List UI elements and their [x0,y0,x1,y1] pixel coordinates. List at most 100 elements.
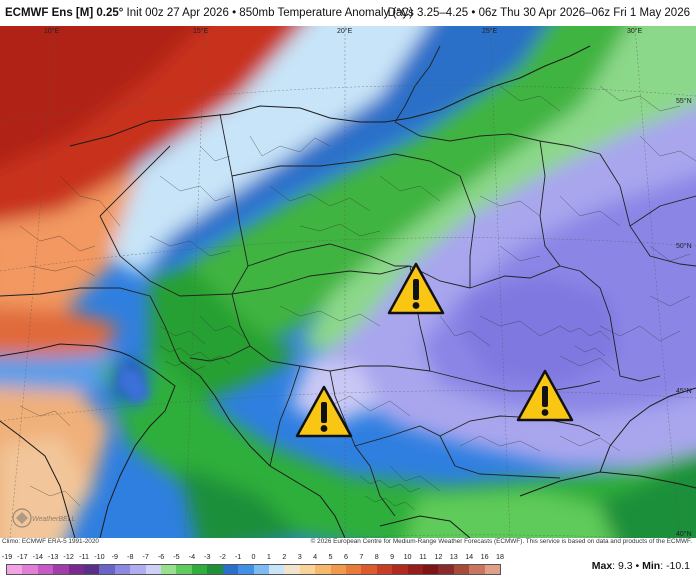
legend-color-cell [392,565,408,574]
legend-color-cell [53,565,69,574]
legend-color-cell [145,565,162,574]
lat-label: 40°N [676,530,692,538]
temperature-field [0,26,696,538]
admin-borders [19,85,696,507]
legend-tick-label: -6 [157,552,165,561]
legend-tick-label: 11 [419,552,427,561]
legend-tick-label: 7 [359,552,364,561]
legend-tick-label: 13 [449,552,458,561]
legend-tick-label: 12 [434,552,443,561]
max-value: 9.3 [618,560,633,572]
max-min-readout: Max: 9.3 • Min: -10.1 [592,560,690,572]
legend-tick-label: 6 [343,552,348,561]
legend-ticks: -19 -17 -14 -13 -12 -11 -10 -9 -8 -7 -6 -5 -4 -3 -2 -1 0… [0,552,520,562]
warning-triangle-icon [295,385,353,438]
max-colon: : [612,560,619,572]
warning-triangle-icon [387,262,445,315]
legend-tick-label: -5 [173,552,180,561]
legend-tick-label: -2 [219,552,226,561]
map-title: ECMWF Ens [M] 0.25° Init 00z 27 Apr 2026… [5,7,413,19]
legend-color-cell [268,565,285,574]
warning-triangle-icon [516,369,574,422]
legend-tick-label: 10 [403,552,412,561]
legend-tick-label: 1 [266,552,271,561]
legend-tick-label: -1 [234,552,242,561]
graticule-labels: 10°E 15°E 20°E 25°E 30°E 55°N 50°N 45°N … [44,27,692,538]
lat-label: 55°N [676,97,692,105]
fine-borders [159,325,611,511]
legend-color-cell [376,565,393,574]
credit-bar: Climo: ECMWF ERA-5 1991-2020 © 2026 Euro… [0,538,696,549]
legend-color-cell [114,565,131,574]
legend-tick-label: 4 [313,552,318,561]
legend-tick-label: 14 [465,552,474,561]
legend-tick-label: 9 [390,552,395,561]
min-colon: : [660,560,667,572]
legend-color-cell [7,565,23,574]
legend-tick-label: -7 [142,552,149,561]
model-name: ECMWF Ens [M] 0.25° [5,7,124,19]
legend-tick-label: -3 [204,552,211,561]
legend-color-cell [299,565,316,574]
legend-color-cell [176,565,192,574]
weatherbell-watermark: WeatherBELL [12,508,76,528]
legend-color-cell [253,565,269,574]
legend-tick-label: 8 [374,552,379,561]
separator-dot: • [232,7,237,19]
lon-label: 30°E [627,27,643,35]
legend-color-cell [407,565,423,574]
adriatic-cool-patch [118,366,150,404]
separator-dot: • [635,560,643,572]
legend-color-cell [68,565,85,574]
legend-tick-label: -4 [188,552,196,561]
legend-color-cell [453,565,470,574]
legend-tick-label: 5 [328,552,333,561]
watermark-text: WeatherBELL [32,516,76,523]
header: ECMWF Ens [M] 0.25° Init 00z 27 Apr 2026… [0,0,696,26]
legend-color-cell [22,565,38,574]
legend-color-cell [207,565,223,574]
climo-credit: Climo: ECMWF ERA-5 1991-2020 [2,538,99,545]
legend-color-cell [345,565,362,574]
legend-color-cell [99,565,115,574]
coastlines [0,45,696,538]
min-label: Min [642,560,661,572]
legend-color-cell [222,565,239,574]
color-legend: -19 -17 -14 -13 -12 -11 -10 -9 -8 -7 -6 -5 -4 -3 -2 -1 0… [0,549,696,583]
min-value: -10.1 [666,560,690,572]
lon-label: 20°E [337,27,353,35]
legend-color-cell [484,565,500,574]
legend-tick-label: -8 [127,552,134,561]
legend-tick-label: 18 [496,552,504,561]
legend-tick-label: -17 [17,552,28,561]
legend-tick-label: 3 [297,552,302,561]
graticule [0,26,696,538]
legend-color-cell [438,565,454,574]
legend-color-cell [284,565,300,574]
lon-label: 10°E [44,27,60,35]
legend-color-cell [161,565,177,574]
anomaly-map: 10°E 15°E 20°E 25°E 30°E 55°N 50°N 45°N … [0,26,696,538]
legend-colorbar [6,564,501,575]
legend-color-cell [330,565,346,574]
legend-tick-label: -12 [63,552,74,561]
legend-color-cell [84,565,100,574]
legend-tick-label: -11 [79,552,89,561]
lon-label: 25°E [482,27,498,35]
legend-color-cell [361,565,377,574]
legend-tick-label: -9 [111,552,119,561]
legend-color-cell [191,565,208,574]
variable-name: 850mb Temperature Anomaly (°C) [239,7,414,19]
legend-color-cell [37,565,54,574]
legend-color-cell [130,565,146,574]
ecmwf-credit: © 2026 European Centre for Medium-Range … [310,538,692,545]
max-label: Max [591,560,613,572]
lat-label: 45°N [676,387,692,395]
legend-tick-label: 0 [251,552,256,561]
legend-tick-label: 16 [480,552,489,561]
legend-tick-label: 2 [282,552,287,561]
legend-tick-label: -13 [48,552,59,561]
lon-label: 15°E [193,27,209,35]
legend-tick-label: -19 [1,552,13,561]
init-time: Init 00z 27 Apr 2026 [126,7,229,19]
